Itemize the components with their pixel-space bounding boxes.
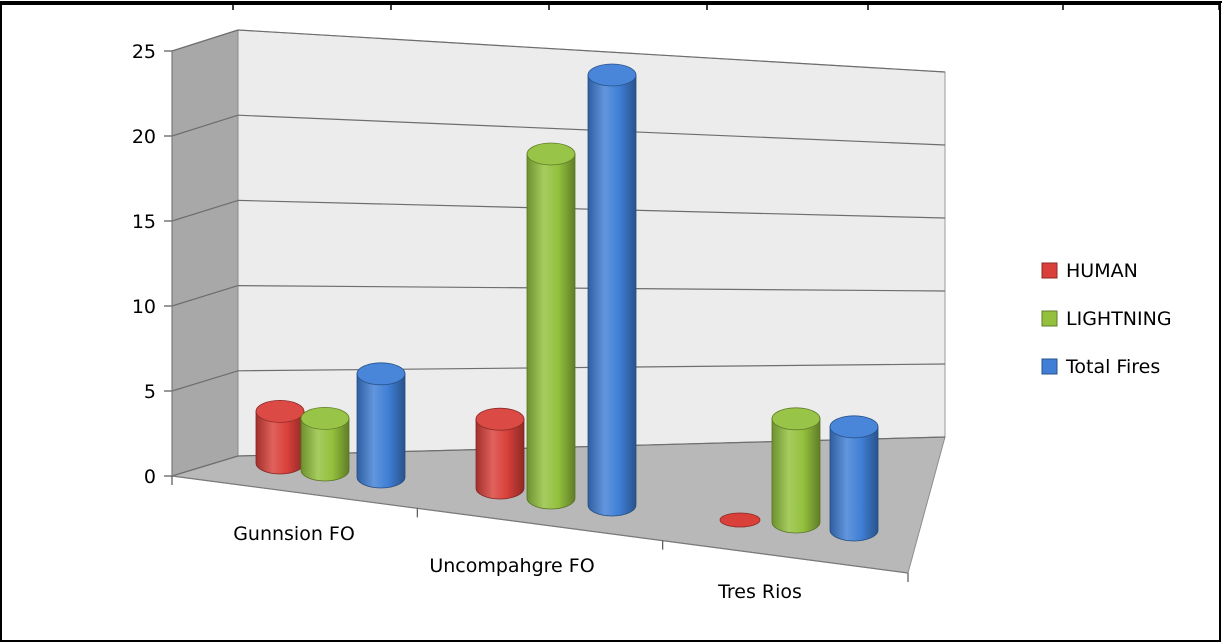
bar — [587, 63, 637, 517]
legend-swatch — [1041, 262, 1058, 279]
y-tick-label: 10 — [132, 296, 156, 318]
bar — [300, 406, 350, 482]
category-labels: Gunnsion FO Uncompahgre FO Tres Rios — [233, 523, 802, 603]
gridline-side — [171, 199, 239, 222]
legend-item: Total Fires — [1041, 356, 1160, 378]
y-tick-label: 25 — [132, 41, 156, 63]
legend: HUMAN LIGHTNING Total Fires — [1041, 260, 1172, 378]
bar-body — [300, 418, 350, 482]
bar — [719, 512, 761, 528]
x-tick-label: Gunnsion FO — [233, 523, 355, 545]
bar — [356, 362, 406, 489]
x-tick-label: Uncompahgre FO — [429, 555, 594, 577]
bar-top — [829, 415, 879, 439]
bar-body — [475, 418, 525, 500]
gridline-side — [171, 455, 239, 477]
bar-top — [719, 512, 761, 528]
bar — [526, 142, 576, 510]
bar-body — [356, 373, 406, 489]
bar-top — [356, 362, 406, 386]
bar-top — [587, 63, 637, 87]
gridline-side — [171, 285, 239, 307]
bars — [255, 63, 879, 542]
bar-top — [475, 407, 525, 431]
bar-body — [587, 74, 637, 517]
y-tick-label: 0 — [144, 466, 156, 488]
gridline — [237, 29, 946, 73]
x-axis — [171, 475, 909, 582]
side-wall — [171, 29, 239, 477]
table-column-ticks — [232, 2, 1220, 10]
bar-body — [526, 153, 576, 510]
bar-body — [829, 426, 879, 542]
bar-body — [771, 418, 821, 534]
legend-swatch — [1041, 358, 1058, 375]
bar — [771, 407, 821, 534]
legend-item: HUMAN — [1041, 260, 1138, 282]
y-tick-label: 15 — [132, 211, 156, 233]
bar-top — [255, 399, 305, 423]
x-axis-line — [171, 475, 909, 574]
gridline-side — [171, 370, 239, 392]
y-axis: 0 5 10 15 20 25 — [132, 41, 173, 488]
legend-label: HUMAN — [1066, 260, 1138, 282]
x-tick-label: Tres Rios — [717, 581, 802, 603]
bar-top — [526, 142, 576, 166]
y-tick-label: 5 — [144, 381, 156, 403]
bar — [829, 415, 879, 542]
legend-label: LIGHTNING — [1066, 308, 1172, 330]
gridline-side — [171, 29, 239, 52]
bar-top — [300, 406, 350, 430]
y-tick-label: 20 — [132, 126, 156, 148]
bar — [255, 399, 305, 475]
legend-label: Total Fires — [1065, 356, 1160, 378]
legend-item: LIGHTNING — [1041, 308, 1172, 330]
legend-swatch — [1041, 310, 1058, 327]
gridline-side — [171, 114, 239, 137]
bar-top — [771, 407, 821, 431]
bar — [475, 407, 525, 500]
